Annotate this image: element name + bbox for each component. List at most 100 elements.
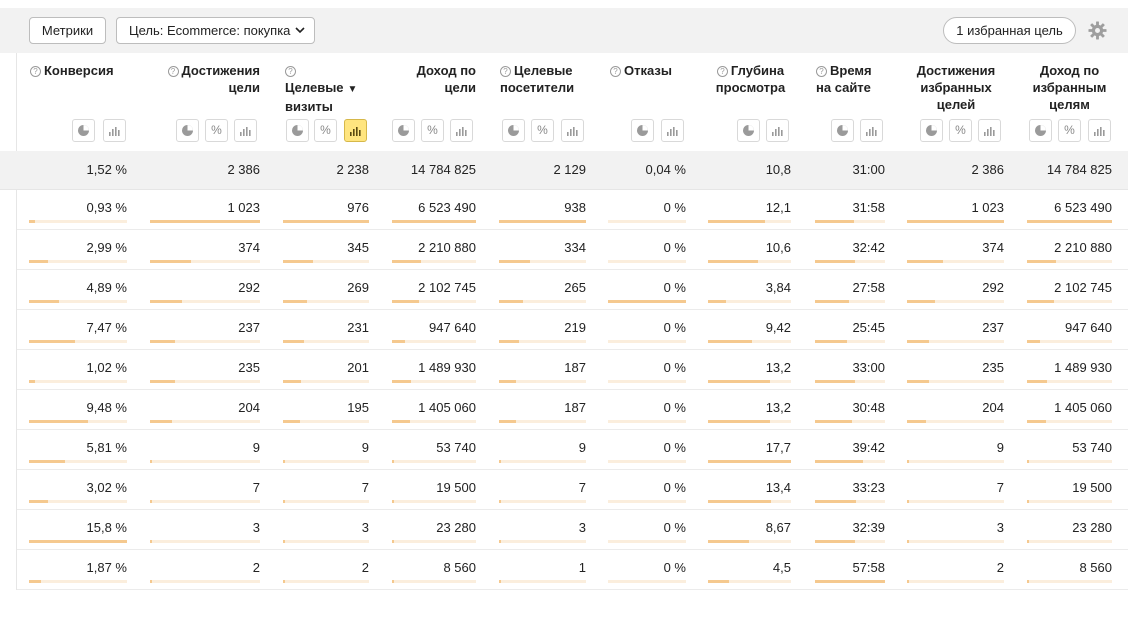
cell-conv: 15,8 % — [86, 520, 127, 535]
pie-chart-icon[interactable] — [1029, 119, 1052, 142]
column-header-fav_revenue[interactable]: Доход по избранным целям — [1027, 62, 1112, 113]
cell-depth: 17,7 — [765, 440, 791, 455]
table-row[interactable]: 0,93 % 1 023 976 6 523 490 938 0 % 12,1 31:58 1 … — [0, 190, 1128, 230]
total-cell-target_visits: 2 238 — [336, 162, 369, 177]
column-header-goal_reach[interactable]: ? Достижения цели — [151, 62, 260, 96]
percent-icon[interactable]: % — [949, 119, 972, 142]
help-icon[interactable]: ? — [500, 66, 511, 77]
pie-chart-icon[interactable] — [631, 119, 654, 142]
pie-chart-icon[interactable] — [392, 119, 415, 142]
column-header-depth[interactable]: ? Глубина просмотра — [710, 62, 791, 96]
bar-chart-icon[interactable] — [561, 119, 584, 142]
cell-fav_revenue: 19 500 — [1072, 480, 1112, 495]
bar-chart-icon[interactable] — [450, 119, 473, 142]
pie-chart-icon[interactable] — [72, 119, 95, 142]
bar-chart-icon[interactable] — [661, 119, 684, 142]
share-bar — [283, 380, 369, 383]
pie-chart-icon[interactable] — [502, 119, 525, 142]
share-bar-fill — [1027, 340, 1040, 343]
help-icon[interactable]: ? — [167, 66, 179, 77]
share-bar — [608, 380, 686, 383]
cell-goal_revenue: 23 280 — [436, 520, 476, 535]
column-header-label: Конверсия — [44, 63, 114, 78]
help-icon[interactable]: ? — [716, 66, 728, 77]
share-bar-fill — [392, 500, 394, 503]
bar-chart-icon[interactable] — [860, 119, 883, 142]
percent-icon[interactable]: % — [1058, 119, 1081, 142]
column-header-conv[interactable]: ? Конверсия — [30, 62, 127, 79]
share-bar — [815, 260, 885, 263]
bar-chart-icon[interactable] — [978, 119, 1001, 142]
help-icon[interactable]: ? — [285, 66, 296, 77]
help-icon[interactable]: ? — [816, 66, 827, 77]
share-bar-fill — [1027, 220, 1112, 223]
bar-chart-icon[interactable] — [344, 119, 367, 142]
column-header-label: визиты — [285, 99, 333, 114]
gear-icon[interactable] — [1088, 21, 1107, 40]
share-bar — [1027, 500, 1112, 503]
bar-chart-icon[interactable] — [766, 119, 789, 142]
table-row[interactable]: 5,81 % 9 9 53 740 9 0 % 17,7 39:42 9 53 740 — [0, 430, 1128, 470]
table-row[interactable]: 9,48 % 204 195 1 405 060 187 0 % 13,2 30:48 204 1… — [0, 390, 1128, 430]
cell-fav_reach: 235 — [982, 360, 1004, 375]
pie-chart-icon[interactable] — [737, 119, 760, 142]
share-bar-fill — [29, 500, 48, 503]
bar-chart-icon[interactable] — [1088, 119, 1111, 142]
share-bar — [608, 500, 686, 503]
pie-chart-icon[interactable] — [920, 119, 943, 142]
table-row[interactable]: 4,89 % 292 269 2 102 745 265 0 % 3,84 27:58 292 2… — [0, 270, 1128, 310]
bar-chart-icon[interactable] — [103, 119, 126, 142]
share-bar — [499, 420, 586, 423]
help-icon[interactable]: ? — [30, 66, 41, 77]
share-bar — [907, 540, 1004, 543]
cell-fav_revenue: 8 560 — [1079, 560, 1112, 575]
percent-icon[interactable]: % — [314, 119, 337, 142]
cell-target_visits: 9 — [361, 440, 369, 455]
cell-depth: 9,42 — [765, 320, 791, 335]
share-bar-fill — [708, 300, 726, 303]
column-header-bounces[interactable]: ? Отказы — [610, 62, 686, 79]
table-row[interactable]: 1,02 % 235 201 1 489 930 187 0 % 13,2 33:00 235 1… — [0, 350, 1128, 390]
cell-goal_reach: 3 — [252, 520, 260, 535]
cell-goal_reach: 374 — [238, 240, 260, 255]
table-row[interactable]: 2,99 % 374 345 2 210 880 334 0 % 10,6 32:42 374 2… — [0, 230, 1128, 270]
pie-chart-icon[interactable] — [831, 119, 854, 142]
cell-target_visitors: 219 — [564, 320, 586, 335]
column-header-fav_reach[interactable]: Достижения избранных целей — [908, 62, 1004, 113]
pie-chart-icon[interactable] — [176, 119, 199, 142]
share-bar-fill — [907, 300, 935, 303]
share-bar — [29, 260, 127, 263]
table-row[interactable]: 15,8 % 3 3 23 280 3 0 % 8,67 32:39 3 23 280 — [0, 510, 1128, 550]
share-bar — [708, 380, 791, 383]
share-bar — [283, 340, 369, 343]
cell-target_visits: 195 — [347, 400, 369, 415]
share-bar-fill — [283, 460, 285, 463]
column-header-target_visits[interactable]: ? Целевые ▼ визиты — [285, 62, 369, 115]
column-header-goal_revenue[interactable]: Доход по цели — [392, 62, 476, 96]
share-bar — [29, 380, 127, 383]
goal-select[interactable]: Цель: Ecommerce: покупка — [116, 17, 315, 44]
table-row[interactable]: 7,47 % 237 231 947 640 219 0 % 9,42 25:45 237 947… — [0, 310, 1128, 350]
share-bar — [150, 300, 260, 303]
favorite-goals-button[interactable]: 1 избранная цель — [943, 17, 1076, 44]
column-header-time[interactable]: ? Время на сайте — [816, 62, 885, 96]
cell-fav_reach: 9 — [996, 440, 1004, 455]
percent-icon[interactable]: % — [531, 119, 554, 142]
share-bar — [1027, 540, 1112, 543]
table-row[interactable]: 1,87 % 2 2 8 560 1 0 % 4,5 57:58 2 8 560 — [0, 550, 1128, 590]
column-header-label: целей — [936, 97, 976, 112]
percent-icon[interactable]: % — [205, 119, 228, 142]
help-icon[interactable]: ? — [610, 66, 621, 77]
column-header-label: посетители — [500, 80, 575, 95]
bar-chart-icon[interactable] — [234, 119, 257, 142]
cell-depth: 4,5 — [772, 560, 791, 575]
cell-target_visits: 7 — [361, 480, 369, 495]
cell-conv: 3,02 % — [86, 480, 127, 495]
metrics-button[interactable]: Метрики — [29, 17, 106, 44]
cell-bounces: 0 % — [663, 280, 686, 295]
percent-icon[interactable]: % — [421, 119, 444, 142]
pie-chart-icon[interactable] — [286, 119, 309, 142]
table-row[interactable]: 3,02 % 7 7 19 500 7 0 % 13,4 33:23 7 19 500 — [0, 470, 1128, 510]
share-bar — [499, 500, 586, 503]
column-header-target_visitors[interactable]: ? Целевые посетители — [500, 62, 586, 96]
